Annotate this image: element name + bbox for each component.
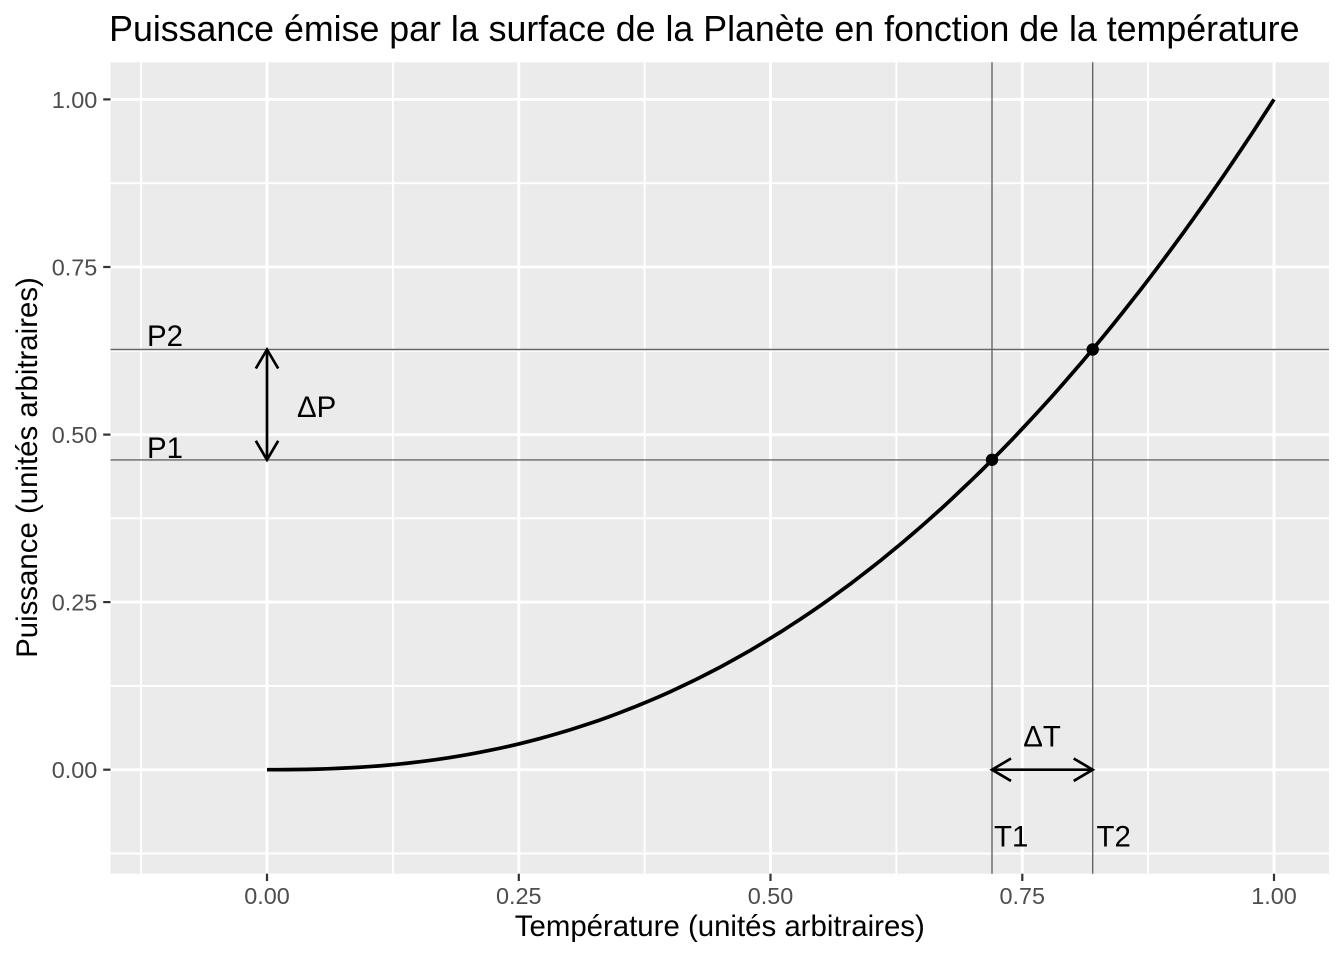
svg-text:0.50: 0.50 xyxy=(52,422,98,448)
svg-text:0.75: 0.75 xyxy=(52,254,98,280)
svg-text:1.00: 1.00 xyxy=(1251,883,1297,909)
svg-text:T2: T2 xyxy=(1097,821,1131,854)
svg-text:ΔT: ΔT xyxy=(1023,720,1061,753)
svg-text:T1: T1 xyxy=(994,821,1028,854)
svg-text:0.00: 0.00 xyxy=(52,757,98,783)
svg-text:P2: P2 xyxy=(147,320,183,353)
svg-text:0.25: 0.25 xyxy=(52,590,98,616)
svg-text:Puissance émise par la surface: Puissance émise par la surface de la Pla… xyxy=(109,9,1299,49)
svg-text:0.50: 0.50 xyxy=(748,883,794,909)
svg-text:P1: P1 xyxy=(147,432,183,465)
svg-text:0.25: 0.25 xyxy=(496,883,542,909)
svg-text:0.00: 0.00 xyxy=(244,883,290,909)
svg-text:Température (unités arbitraire: Température (unités arbitraires) xyxy=(515,910,925,943)
svg-text:ΔP: ΔP xyxy=(297,391,336,424)
svg-text:0.75: 0.75 xyxy=(1000,883,1046,909)
svg-text:Puissance (unités arbitraires): Puissance (unités arbitraires) xyxy=(11,277,44,658)
svg-text:1.00: 1.00 xyxy=(52,87,98,113)
